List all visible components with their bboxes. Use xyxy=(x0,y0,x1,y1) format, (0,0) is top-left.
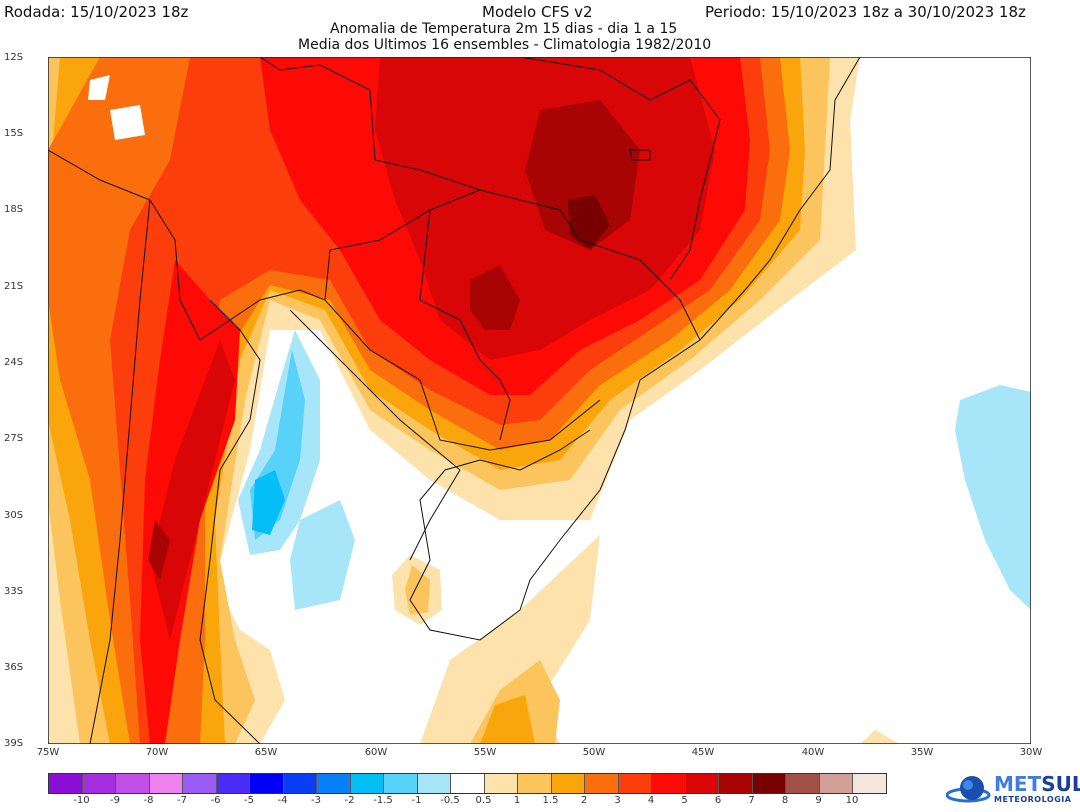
lon-label: 60W xyxy=(364,747,388,758)
colorbar-swatch xyxy=(484,774,518,793)
run-label: Rodada: 15/10/2023 18z xyxy=(4,3,189,21)
subtitle-2: Media dos Ultimos 16 ensembles - Climato… xyxy=(298,37,712,53)
anomaly-6 xyxy=(148,100,640,580)
colorbar-label: -1.5 xyxy=(373,795,393,806)
colorbar-swatch xyxy=(183,774,217,793)
colorbar-label: -7 xyxy=(177,795,187,806)
colorbar-label: -2 xyxy=(344,795,355,806)
country-borders xyxy=(48,57,861,744)
lat-label: 30S xyxy=(4,510,24,521)
lat-label: 33S xyxy=(4,586,24,597)
temperature-anomaly-map xyxy=(48,57,1031,744)
colorbar-label: -1 xyxy=(411,795,422,806)
colorbar-label: -5 xyxy=(244,795,254,806)
colorbar-swatch xyxy=(719,774,753,793)
colorbar-swatch xyxy=(317,774,351,793)
colorbar-label: -0.5 xyxy=(440,795,460,806)
colorbar-swatch xyxy=(786,774,820,793)
lon-label: 55W xyxy=(473,747,497,758)
colorbar-label: 10 xyxy=(845,795,859,806)
colorbar-label: 9 xyxy=(815,795,822,806)
colorbar-label: 3 xyxy=(614,795,621,806)
colorbar-label: -4 xyxy=(277,795,288,806)
colorbar-swatch xyxy=(82,774,116,793)
globe-logo-icon xyxy=(946,776,991,803)
lon-label: 75W xyxy=(36,747,60,758)
colorbar-label: -10 xyxy=(73,795,90,806)
colorbar-swatch xyxy=(283,774,317,793)
colorbar-swatch xyxy=(384,774,418,793)
anomaly-7 xyxy=(568,195,610,250)
colorbar-label: 0.5 xyxy=(475,795,492,806)
cold-anomaly xyxy=(238,330,1031,610)
colorbar-swatch xyxy=(652,774,686,793)
lon-label: 30W xyxy=(1019,747,1043,758)
logo-sul: SUL xyxy=(1041,772,1080,796)
colorbar-label: 4 xyxy=(647,795,655,806)
lat-label: 18S xyxy=(4,204,24,215)
colorbar-swatch xyxy=(350,774,384,793)
logo-tagline: METEOROLOGIA xyxy=(994,795,1072,804)
colorbar-label: 5 xyxy=(681,795,688,806)
lon-label: 50W xyxy=(582,747,606,758)
colorbar-swatch xyxy=(49,774,83,793)
lon-label: 35W xyxy=(910,747,934,758)
colorbar-label: 2 xyxy=(580,795,588,806)
colorbar-swatch xyxy=(417,774,451,793)
lon-label: 70W xyxy=(145,747,169,758)
lon-label: 40W xyxy=(801,747,825,758)
colorbar-swatch xyxy=(853,774,886,793)
white-holes xyxy=(88,75,145,140)
lat-label: 12S xyxy=(4,52,24,63)
colorbar-swatch xyxy=(551,774,585,793)
colorbar-swatch xyxy=(149,774,183,793)
lat-label: 27S xyxy=(4,433,24,444)
colorbar-swatch xyxy=(216,774,250,793)
lon-label: 65W xyxy=(254,747,278,758)
lon-label: 45W xyxy=(691,747,715,758)
colorbar-label: 1 xyxy=(513,795,521,806)
metsul-logo: METSUL METEOROLOGIA xyxy=(946,774,1080,804)
colorbar-label: 1.5 xyxy=(542,795,559,806)
colorbar-swatch xyxy=(116,774,150,793)
colorbar-swatch xyxy=(685,774,719,793)
colorbar-swatch xyxy=(451,774,485,793)
colorbar-label: -9 xyxy=(110,795,120,806)
lat-label: 24S xyxy=(4,357,24,368)
lat-label: 39S xyxy=(4,738,24,749)
logo-met: MET xyxy=(994,772,1042,796)
colorbar-swatch xyxy=(250,774,284,793)
colorbar-label: -6 xyxy=(210,795,221,806)
colorbar-swatch xyxy=(618,774,652,793)
colorbar xyxy=(48,773,887,794)
colorbar-label: 8 xyxy=(781,795,789,806)
colorbar-swatch xyxy=(819,774,853,793)
lat-label: 15S xyxy=(4,128,24,139)
subtitle-1: Anomalia de Temperatura 2m 15 dias - dia… xyxy=(330,21,678,37)
period-label: Periodo: 15/10/2023 18z a 30/10/2023 18z xyxy=(705,3,1026,21)
lat-label: 36S xyxy=(4,662,24,673)
colorbar-label: -3 xyxy=(311,795,321,806)
lat-label: 21S xyxy=(4,281,24,292)
colorbar-swatch xyxy=(585,774,619,793)
colorbar-swatch xyxy=(752,774,786,793)
colorbar-label: -8 xyxy=(143,795,154,806)
colorbar-label: 7 xyxy=(748,795,755,806)
colorbar-label: 6 xyxy=(714,795,722,806)
model-label: Modelo CFS v2 xyxy=(482,3,593,21)
colorbar-swatch xyxy=(518,774,552,793)
